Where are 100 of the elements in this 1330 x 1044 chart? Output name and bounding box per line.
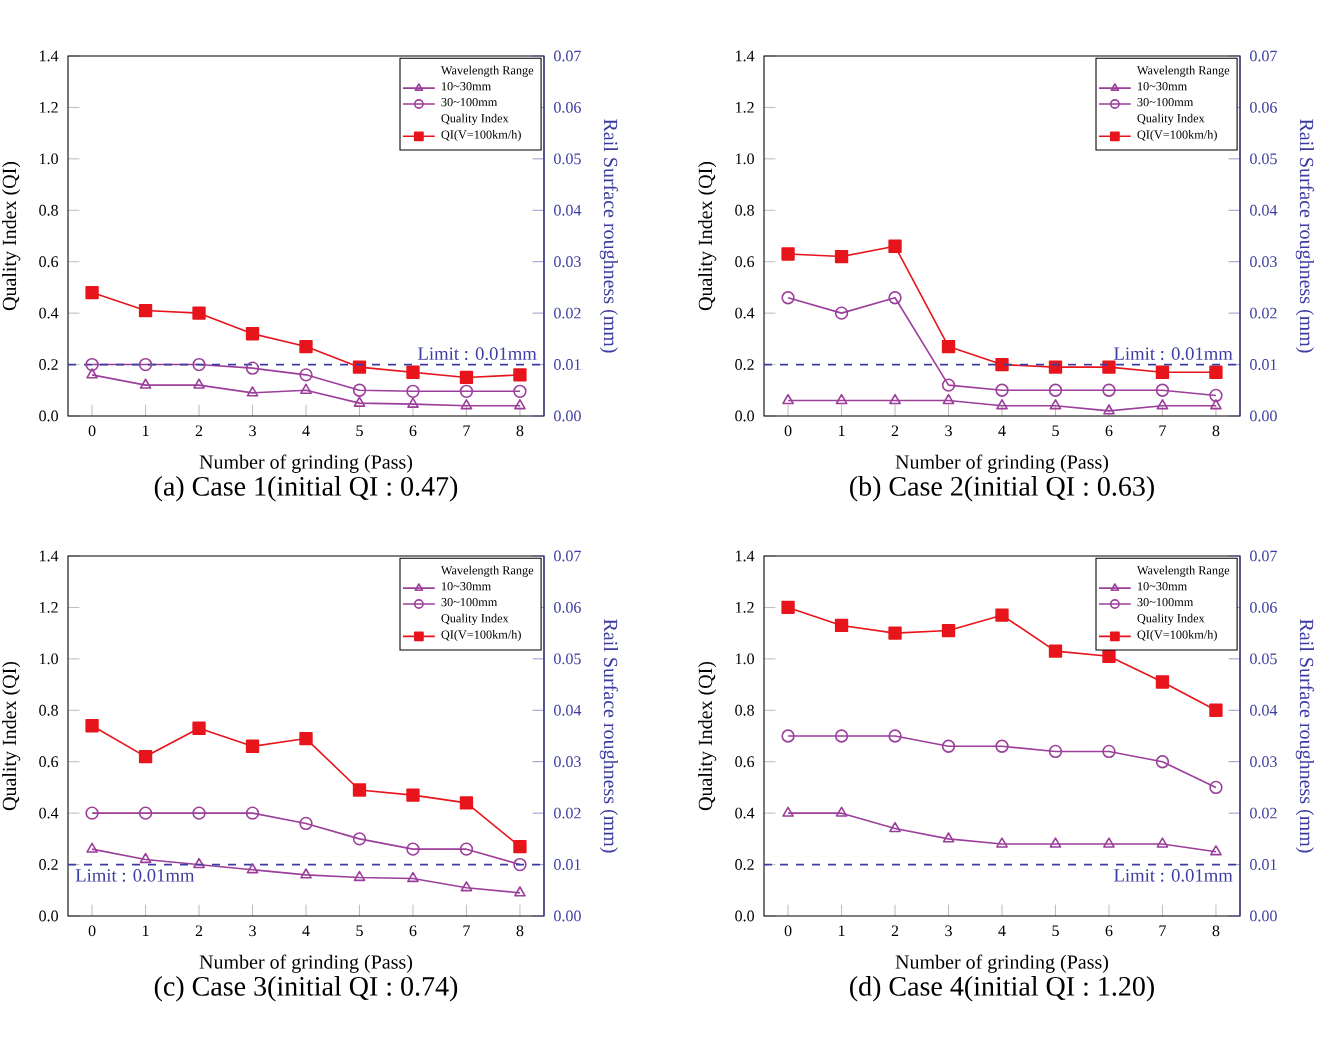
x-tick-label: 6 bbox=[1105, 425, 1113, 437]
x-tick-label: 6 bbox=[409, 425, 417, 437]
point bbox=[995, 739, 1009, 753]
y2-axis-title: Rail Surface roughness (mm) bbox=[599, 619, 619, 853]
point bbox=[353, 870, 366, 882]
y-tick-label: 0.6 bbox=[735, 256, 755, 268]
y2-tick-label: 0.07 bbox=[1250, 550, 1277, 562]
point bbox=[299, 731, 313, 746]
x-tick-label: 8 bbox=[1212, 425, 1220, 437]
text: (b) Case 2(initial QI : 0.63) bbox=[850, 476, 1154, 502]
y-tick-label: 1.2 bbox=[736, 601, 754, 613]
y2-tick-label: 0.02 bbox=[554, 807, 581, 819]
point bbox=[459, 796, 474, 810]
point bbox=[245, 327, 260, 341]
x-axis-title: Number of grinding (Pass) bbox=[199, 454, 413, 473]
point bbox=[1155, 365, 1170, 379]
y2-tick-label: 0.00 bbox=[554, 910, 581, 922]
y-tick-label: 1.4 bbox=[736, 550, 755, 562]
y2-axis-title: Rail Surface roughness (mm) bbox=[599, 119, 619, 353]
point bbox=[1048, 744, 1063, 759]
y2-tick-label: 0.06 bbox=[554, 101, 581, 113]
point bbox=[834, 249, 849, 264]
point bbox=[138, 749, 153, 764]
ref-line-label: Limit : 0.01mm bbox=[1114, 869, 1233, 882]
y2-tick-label: 0.03 bbox=[1250, 256, 1277, 268]
y-tick-label: 0.2 bbox=[39, 359, 58, 370]
point bbox=[889, 393, 901, 405]
point bbox=[352, 783, 367, 797]
point bbox=[514, 886, 526, 897]
y2-tick-label: 0.02 bbox=[554, 307, 581, 319]
y2-tick-label: 0.07 bbox=[554, 50, 581, 62]
x-axis-title: Number of grinding (Pass) bbox=[199, 954, 413, 973]
point bbox=[139, 852, 152, 864]
point bbox=[406, 842, 420, 856]
point bbox=[513, 368, 527, 382]
y-tick-label: 1.0 bbox=[736, 653, 754, 665]
point bbox=[192, 306, 206, 320]
text: (a) Case 1(initial QI : 0.47) bbox=[154, 476, 458, 502]
y-tick-label: 0.4 bbox=[735, 807, 755, 819]
y-tick-label: 0.4 bbox=[39, 807, 59, 819]
y-tick-label: 0.8 bbox=[39, 204, 58, 216]
point bbox=[1155, 383, 1170, 397]
y-tick-label: 0.0 bbox=[39, 910, 58, 922]
x-tick-label: 2 bbox=[891, 925, 899, 937]
y2-tick-label: 0.06 bbox=[1250, 101, 1277, 113]
x-tick-label: 0 bbox=[88, 425, 96, 437]
y-tick-label: 0.8 bbox=[735, 704, 754, 716]
point bbox=[941, 378, 956, 392]
y2-tick-label: 0.03 bbox=[554, 756, 581, 768]
x-tick-label: 8 bbox=[516, 925, 524, 937]
y2-tick-label: 0.03 bbox=[554, 256, 581, 268]
point bbox=[1103, 404, 1115, 415]
y2-tick-label: 0.04 bbox=[1250, 204, 1278, 216]
x-tick-label: 4 bbox=[302, 925, 310, 936]
point bbox=[1048, 383, 1063, 397]
y-tick-label: 0.0 bbox=[39, 410, 58, 422]
x-tick-label: 3 bbox=[249, 425, 256, 437]
point bbox=[996, 399, 1008, 410]
point bbox=[513, 839, 527, 854]
point bbox=[1156, 837, 1169, 848]
y2-tick-label: 0.04 bbox=[554, 704, 582, 716]
y2-tick-label: 0.00 bbox=[554, 410, 581, 422]
y-tick-label: 0.0 bbox=[735, 410, 754, 422]
point bbox=[459, 370, 474, 385]
x-axis-title: Number of grinding (Pass) bbox=[895, 454, 1109, 473]
point bbox=[1209, 703, 1223, 717]
point bbox=[407, 871, 419, 883]
x-tick-label: 4 bbox=[998, 425, 1006, 436]
y-tick-label: 0.6 bbox=[735, 756, 755, 768]
y2-tick-label: 0.05 bbox=[554, 653, 581, 665]
y-tick-label: 0.0 bbox=[735, 910, 754, 922]
point bbox=[835, 393, 848, 405]
y-tick-label: 1.0 bbox=[40, 153, 58, 165]
x-tick-label: 2 bbox=[195, 425, 203, 437]
point bbox=[782, 393, 794, 405]
point bbox=[941, 623, 956, 638]
x-tick-label: 0 bbox=[784, 925, 792, 937]
y2-axis-title: Rail Surface roughness (mm) bbox=[1295, 119, 1315, 353]
ref-line-label: Limit : 0.01mm bbox=[1114, 347, 1233, 361]
y2-tick-label: 0.05 bbox=[554, 153, 581, 165]
y2-tick-label: 0.04 bbox=[554, 204, 582, 216]
y2-tick-label: 0.01 bbox=[1250, 859, 1277, 870]
point bbox=[996, 837, 1008, 848]
point bbox=[300, 868, 312, 879]
y2-tick-label: 0.04 bbox=[1250, 704, 1278, 716]
point bbox=[889, 821, 901, 833]
ref-line-label: Limit : 0.01mm bbox=[75, 869, 195, 882]
x-tick-label: 1 bbox=[838, 925, 845, 936]
y-tick-label: 1.2 bbox=[736, 101, 754, 113]
point bbox=[299, 816, 313, 831]
point bbox=[1209, 365, 1223, 379]
x-tick-label: 1 bbox=[142, 425, 149, 436]
y-tick-label: 0.6 bbox=[39, 256, 59, 268]
y2-tick-label: 0.02 bbox=[1250, 307, 1277, 319]
point bbox=[406, 788, 420, 802]
point bbox=[192, 806, 206, 820]
point bbox=[1048, 644, 1063, 658]
text: (d) Case 4(initial QI : 1.20) bbox=[850, 976, 1154, 1002]
point bbox=[85, 719, 99, 733]
y-tick-label: 0.4 bbox=[735, 307, 755, 319]
